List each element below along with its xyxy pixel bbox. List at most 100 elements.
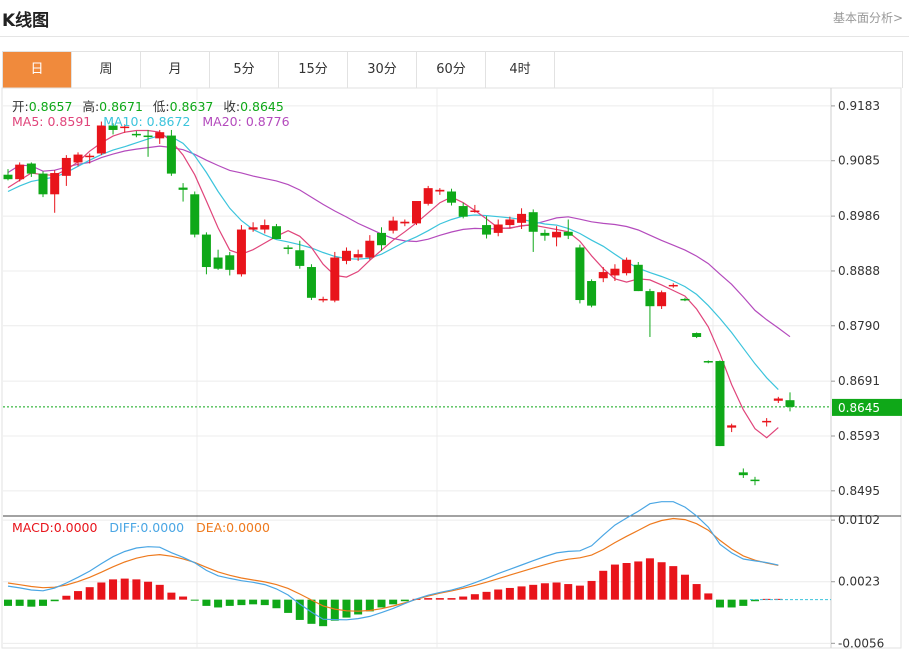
candle-up bbox=[412, 201, 422, 226]
candle-down bbox=[563, 219, 573, 240]
candle-up bbox=[517, 208, 527, 229]
candle-up bbox=[727, 423, 737, 433]
candle-body bbox=[528, 212, 538, 232]
candle-body bbox=[318, 298, 328, 301]
macd-bar-negative bbox=[365, 599, 374, 612]
candle-body bbox=[692, 333, 702, 337]
tab-60min[interactable]: 60分 bbox=[417, 52, 486, 88]
macd-bar-negative bbox=[202, 599, 211, 606]
fundamental-analysis-link[interactable]: 基本面分析> bbox=[832, 11, 903, 25]
candle-up bbox=[388, 216, 398, 234]
candle-up bbox=[400, 219, 410, 227]
tab-4hour[interactable]: 4时 bbox=[486, 52, 555, 88]
macd-bar-positive bbox=[494, 589, 503, 600]
candle-up bbox=[598, 267, 608, 283]
candle-body bbox=[201, 234, 211, 268]
candle-up bbox=[657, 290, 667, 309]
macd-bar-negative bbox=[377, 599, 386, 608]
macd-bar-positive bbox=[447, 598, 456, 600]
macd-bar-positive bbox=[109, 579, 118, 600]
macd-bar-positive bbox=[529, 584, 538, 600]
candle-down bbox=[376, 227, 386, 251]
candle-down bbox=[143, 129, 153, 157]
candle-up bbox=[773, 396, 783, 403]
candle-down bbox=[692, 332, 702, 339]
ma-readout: MA5: 0.8591 MA10: 0.8672 MA20: 0.8776 bbox=[12, 114, 290, 129]
candle-body bbox=[50, 173, 60, 195]
macd-bar-positive bbox=[645, 558, 654, 600]
candle-down bbox=[131, 131, 141, 138]
candle-up bbox=[15, 162, 25, 182]
candle-body bbox=[271, 226, 281, 240]
ma20-value: 0.8776 bbox=[245, 114, 290, 129]
candle-up bbox=[318, 296, 328, 303]
tab-30min[interactable]: 30分 bbox=[348, 52, 417, 88]
tab-week[interactable]: 周 bbox=[72, 52, 141, 88]
macd-bar-positive bbox=[552, 582, 561, 600]
price-axis: 0.9183 0.9085 0.8986 0.8888 0.8790 0.8691 0.85… bbox=[3, 99, 902, 650]
tab-day[interactable]: 日 bbox=[3, 52, 72, 88]
tab-15min[interactable]: 15分 bbox=[279, 52, 348, 88]
candle-down bbox=[178, 183, 188, 202]
dea-value: 0.0000 bbox=[226, 520, 270, 535]
candle-body bbox=[598, 272, 608, 279]
macd-bar-positive bbox=[74, 591, 83, 600]
candle-up bbox=[50, 170, 60, 213]
ohlc-readout: 开:0.8657 高:0.8671 低:0.8637 收:0.8645 bbox=[12, 96, 284, 115]
ma20-label: MA20: bbox=[202, 114, 246, 129]
macd-bar-positive bbox=[622, 563, 631, 600]
macd-bar-positive bbox=[482, 591, 491, 600]
candle-up bbox=[248, 222, 258, 232]
candle-body bbox=[85, 155, 95, 158]
macd-bar-negative bbox=[15, 599, 24, 606]
macd-bar-positive bbox=[774, 598, 783, 600]
macd-bar-positive bbox=[657, 562, 666, 600]
candle-body bbox=[738, 472, 748, 476]
candle-down bbox=[715, 360, 725, 447]
candle-down bbox=[283, 245, 293, 255]
candle-body bbox=[15, 164, 25, 180]
candle-body bbox=[61, 157, 71, 176]
candle-body bbox=[482, 225, 492, 235]
macd-bar-negative bbox=[389, 599, 398, 605]
candle-body bbox=[517, 213, 527, 223]
candle-body bbox=[423, 188, 433, 204]
candle-body bbox=[622, 259, 632, 274]
candle-body bbox=[295, 250, 305, 266]
macd-bar-positive bbox=[575, 585, 584, 600]
candle-body bbox=[412, 201, 422, 224]
candle-body bbox=[283, 247, 293, 249]
candle-body bbox=[435, 189, 445, 192]
close-value: 0.8645 bbox=[240, 99, 284, 114]
macd-bar-positive bbox=[704, 593, 713, 600]
candle-up bbox=[353, 249, 363, 261]
candle-down bbox=[166, 129, 176, 176]
macd-bar-positive bbox=[435, 598, 444, 600]
price-tick-label: 0.9085 bbox=[838, 154, 880, 168]
candle-body bbox=[458, 206, 468, 217]
chart-frame bbox=[1, 87, 902, 649]
candle-up bbox=[120, 124, 130, 133]
macd-bar-positive bbox=[120, 578, 129, 600]
tab-5min[interactable]: 5分 bbox=[210, 52, 279, 88]
macd-bar-negative bbox=[39, 599, 48, 606]
macd-bar-positive bbox=[564, 584, 573, 600]
macd-bar-positive bbox=[179, 596, 188, 600]
candle-body bbox=[120, 126, 130, 129]
candlestick-series bbox=[3, 121, 795, 486]
candle-body bbox=[38, 173, 48, 195]
tab-month[interactable]: 月 bbox=[141, 52, 210, 88]
macd-tick-label: 0.0023 bbox=[838, 575, 880, 589]
macd-bar-negative bbox=[284, 599, 293, 613]
low-label: 低: bbox=[152, 99, 170, 114]
macd-bar-positive bbox=[505, 587, 514, 600]
header-bar: K线图 基本面分析> bbox=[0, 0, 909, 37]
candle-body bbox=[108, 125, 118, 130]
candle-body bbox=[785, 400, 795, 407]
high-label: 高: bbox=[82, 99, 100, 114]
candle-body bbox=[3, 174, 13, 180]
last-price-label: 0.8645 bbox=[838, 401, 880, 415]
candle-body bbox=[703, 361, 713, 363]
ma10-line bbox=[7, 134, 779, 391]
